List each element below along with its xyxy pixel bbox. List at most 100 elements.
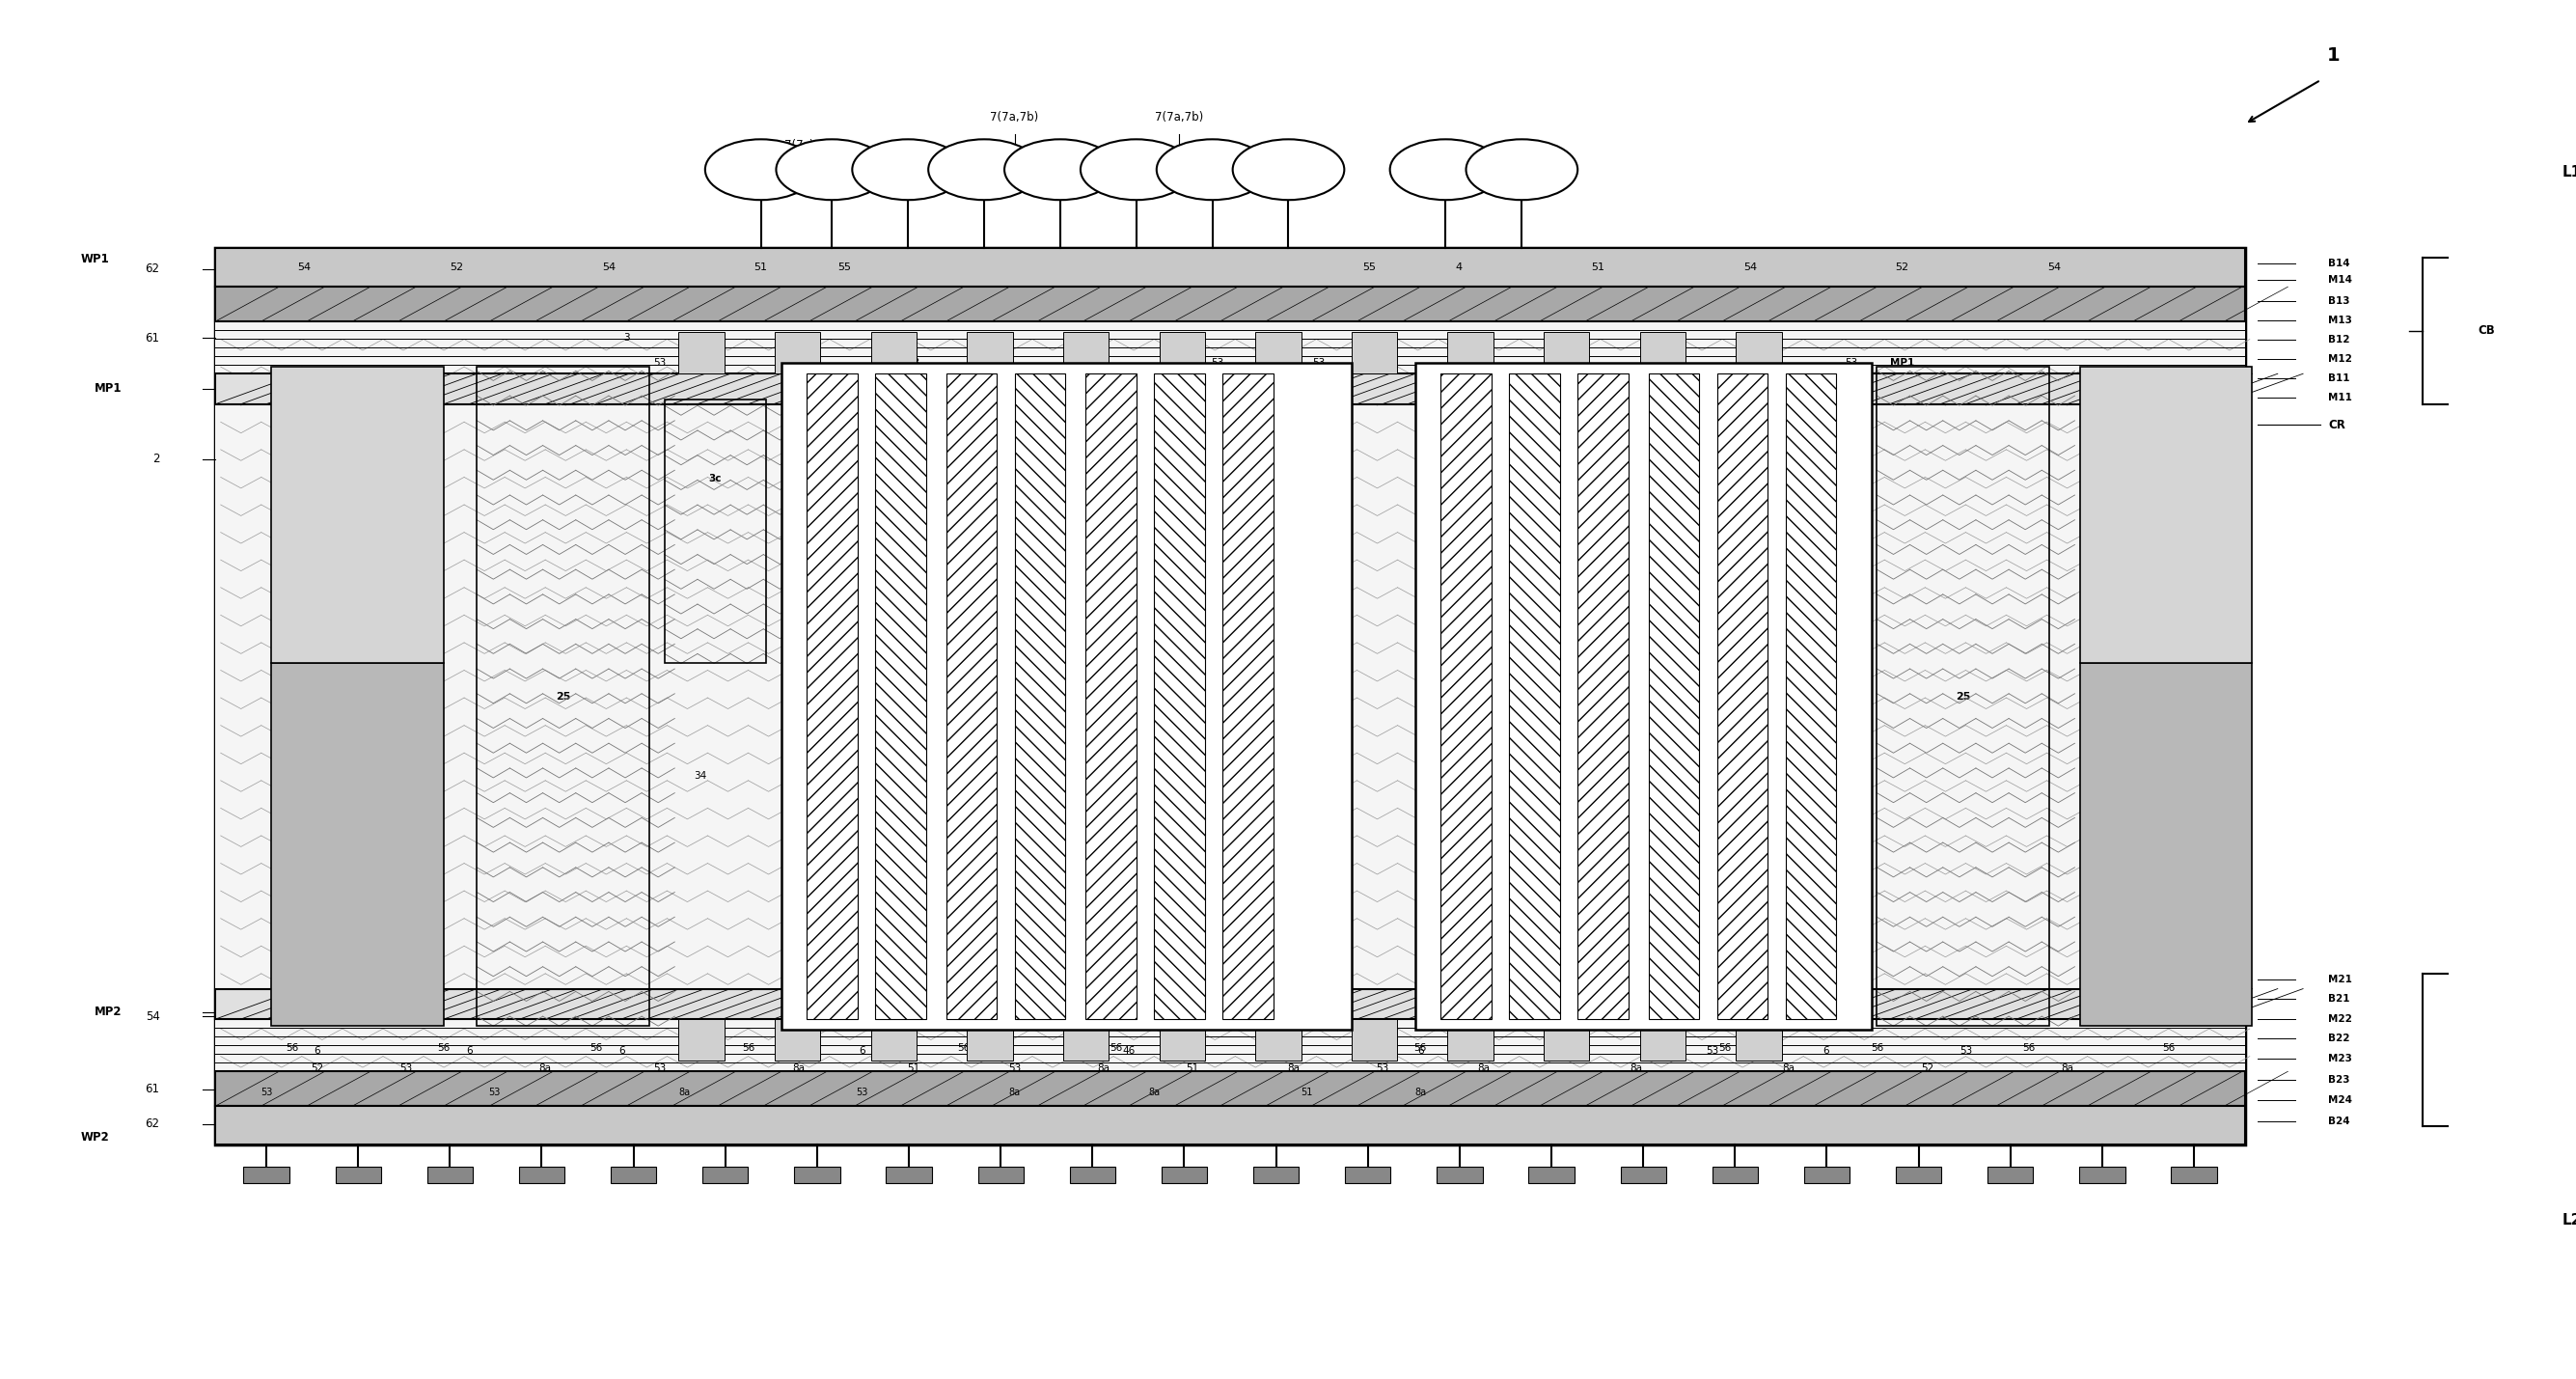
Bar <box>1162 1167 1208 1183</box>
Text: 56: 56 <box>2022 1044 2035 1052</box>
Text: B22: B22 <box>2329 1034 2349 1043</box>
Text: 54: 54 <box>1744 263 1757 272</box>
Bar <box>1736 1019 1783 1060</box>
Text: 46: 46 <box>1123 1047 1136 1055</box>
Text: 34: 34 <box>693 771 706 781</box>
Bar <box>216 248 2244 1145</box>
Bar <box>1440 374 1492 1019</box>
Text: CR: CR <box>2329 418 2347 432</box>
Text: 8a: 8a <box>1631 1065 1643 1073</box>
Text: 51: 51 <box>1592 263 1605 272</box>
Bar <box>1352 1019 1396 1060</box>
Bar <box>2079 367 2251 663</box>
Circle shape <box>927 139 1041 200</box>
Text: M13: M13 <box>2329 316 2352 324</box>
Text: 53: 53 <box>1960 1047 1973 1055</box>
Bar <box>1352 332 1396 374</box>
Text: 32: 32 <box>1566 705 1579 714</box>
Text: 54: 54 <box>299 263 312 272</box>
Bar <box>1414 363 1873 1030</box>
Bar <box>1878 367 2050 1026</box>
Text: 31(31a): 31(31a) <box>1566 611 1605 621</box>
Circle shape <box>1157 139 1267 200</box>
Bar <box>677 1019 724 1060</box>
Text: 56: 56 <box>1414 1044 1427 1052</box>
Circle shape <box>1466 139 1577 200</box>
Text: CB: CB <box>2478 324 2496 338</box>
Text: 6: 6 <box>314 1047 319 1055</box>
Bar <box>1252 1167 1298 1183</box>
Text: 8a: 8a <box>1010 1088 1020 1096</box>
Bar <box>2172 1167 2218 1183</box>
Text: 55: 55 <box>1363 263 1376 272</box>
Text: 8a: 8a <box>1414 1088 1427 1096</box>
Text: L1: L1 <box>2561 165 2576 179</box>
Bar <box>703 1167 747 1183</box>
Text: 56: 56 <box>2161 1044 2174 1052</box>
Bar <box>335 1167 381 1183</box>
Circle shape <box>1005 139 1115 200</box>
Text: 51: 51 <box>1262 1047 1275 1055</box>
Bar <box>1015 374 1066 1019</box>
Text: 8a: 8a <box>1288 1065 1301 1073</box>
Bar <box>1577 374 1628 1019</box>
Text: 51: 51 <box>755 263 768 272</box>
Text: L2: L2 <box>2561 1214 2576 1227</box>
Text: 52: 52 <box>1896 263 1909 272</box>
Text: 36  37: 36 37 <box>1571 525 1600 534</box>
Bar <box>775 1019 819 1060</box>
Text: 1: 1 <box>2326 46 2339 65</box>
Text: 6: 6 <box>1824 1047 1829 1055</box>
Text: 56: 56 <box>590 1044 603 1052</box>
Bar <box>245 1167 289 1183</box>
Text: MP1: MP1 <box>1891 359 1914 367</box>
Text: 8a: 8a <box>793 1065 806 1073</box>
Text: MP1: MP1 <box>95 382 121 396</box>
Text: 51: 51 <box>1301 1088 1311 1096</box>
Bar <box>1154 374 1206 1019</box>
Bar <box>665 400 765 663</box>
Text: B13: B13 <box>2329 296 2349 305</box>
Text: 33: 33 <box>894 725 907 735</box>
Text: 61: 61 <box>144 1083 160 1096</box>
Text: M24: M24 <box>2329 1096 2352 1105</box>
Text: 31(31a): 31(31a) <box>920 625 956 634</box>
Text: MP2: MP2 <box>95 1005 121 1019</box>
Text: 7(7a,7b): 7(7a,7b) <box>989 110 1038 124</box>
Circle shape <box>853 139 963 200</box>
Bar <box>1159 1019 1206 1060</box>
Text: 23: 23 <box>2159 840 2174 849</box>
Text: 8a: 8a <box>1783 1065 1795 1073</box>
Bar <box>270 663 443 1026</box>
Text: 51: 51 <box>907 1065 920 1073</box>
Bar <box>871 332 917 374</box>
Bar <box>1159 332 1206 374</box>
Bar <box>876 374 925 1019</box>
Bar <box>216 374 2244 404</box>
Text: 31(31b): 31(31b) <box>920 812 956 822</box>
Text: 53: 53 <box>654 1065 665 1073</box>
Bar <box>216 321 2244 1071</box>
Text: 25: 25 <box>1955 692 1971 701</box>
Text: 53: 53 <box>399 1065 412 1073</box>
Text: 56: 56 <box>1262 1044 1275 1052</box>
Circle shape <box>775 139 889 200</box>
Text: M21: M21 <box>2329 975 2352 983</box>
Text: 8a: 8a <box>1149 1088 1159 1096</box>
Bar <box>1713 1167 1757 1183</box>
Text: 53: 53 <box>1211 359 1224 367</box>
Bar <box>1785 374 1837 1019</box>
Bar <box>1989 1167 2032 1183</box>
Text: 52: 52 <box>312 1065 325 1073</box>
Text: 56: 56 <box>742 1044 755 1052</box>
Bar <box>1649 374 1700 1019</box>
Text: B12: B12 <box>2329 335 2349 343</box>
Bar <box>793 1167 840 1183</box>
Bar <box>1064 1019 1108 1060</box>
Text: 6: 6 <box>860 1047 866 1055</box>
Text: 8a: 8a <box>1097 1065 1110 1073</box>
Text: M14: M14 <box>2329 276 2352 284</box>
Text: 62: 62 <box>144 262 160 276</box>
Text: 54: 54 <box>2048 263 2061 272</box>
Text: B11: B11 <box>2329 374 2349 382</box>
